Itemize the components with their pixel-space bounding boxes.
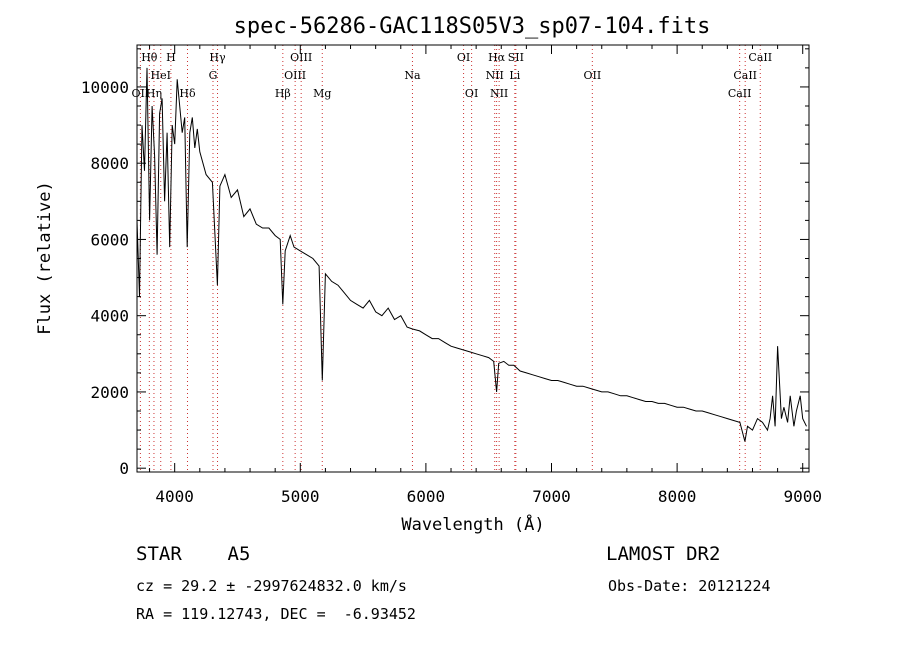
line-label: Li <box>509 69 520 82</box>
x-tick-label: 5000 <box>281 487 320 506</box>
y-tick-label: 6000 <box>90 230 129 249</box>
line-label: Hη <box>146 87 162 100</box>
line-label: NII <box>486 69 504 82</box>
chart-title: spec-56286-GAC118S05V3_sp07-104.fits <box>234 14 711 39</box>
observation-date: Obs-Date: 20121224 <box>608 577 771 595</box>
y-axis: 0 2000 4000 6000 8000 10000 <box>81 48 809 478</box>
y-tick-label: 8000 <box>90 154 129 173</box>
line-label: OI <box>457 51 470 64</box>
line-label: CaII <box>748 51 772 64</box>
spectrum-chart: spec-56286-GAC118S05V3_sp07-104.fits OII… <box>35 14 822 535</box>
emission-line-markers <box>139 45 761 472</box>
x-tick-label: 6000 <box>407 487 446 506</box>
line-label: Hα <box>488 51 506 64</box>
line-label: OII <box>132 87 150 100</box>
ra-dec-info: RA = 119.12743, DEC = -6.93452 <box>136 605 416 623</box>
spectrum-series <box>136 67 807 442</box>
x-tick-label: 9000 <box>783 487 822 506</box>
line-label: Hθ <box>141 51 158 64</box>
x-tick-label: 7000 <box>532 487 571 506</box>
x-tick-label: 8000 <box>658 487 697 506</box>
survey-name: LAMOST DR2 <box>606 543 721 565</box>
line-label: OI <box>465 87 478 100</box>
y-tick-label: 10000 <box>81 78 129 97</box>
y-tick-label: 0 <box>119 459 129 478</box>
line-label: OIII <box>284 69 306 82</box>
line-label: OIII <box>290 51 312 64</box>
line-label: CaII <box>728 87 752 100</box>
line-label: CaII <box>733 69 757 82</box>
line-label: Hδ <box>179 87 196 100</box>
y-axis-label: Flux (relative) <box>35 181 55 335</box>
line-label: NII <box>490 87 508 100</box>
plot-frame <box>136 44 810 473</box>
line-label: Hγ <box>209 51 226 64</box>
line-label: Na <box>404 69 421 82</box>
x-tick-label: 4000 <box>155 487 194 506</box>
y-tick-label: 2000 <box>90 383 129 402</box>
redshift-info: cz = 29.2 ± -2997624832.0 km/s <box>136 577 407 595</box>
line-label: HeI <box>151 69 171 82</box>
y-tick-label: 4000 <box>90 307 129 326</box>
object-class: STAR A5 <box>136 543 251 565</box>
line-label: G <box>209 69 218 82</box>
emission-line-labels: OII Hθ Hη HeI H Hδ Hγ G Hβ OIII OIII Mg Na OI OI Hα SII N… <box>132 51 773 100</box>
line-label: H <box>166 51 176 64</box>
line-label: Mg <box>313 87 331 100</box>
line-label: OII <box>583 69 601 82</box>
x-axis: 4000 5000 6000 7000 8000 9000 <box>149 45 822 506</box>
line-label: SII <box>508 51 524 64</box>
x-axis-label: Wavelength (Å) <box>401 513 544 535</box>
line-label: Hβ <box>275 87 291 100</box>
